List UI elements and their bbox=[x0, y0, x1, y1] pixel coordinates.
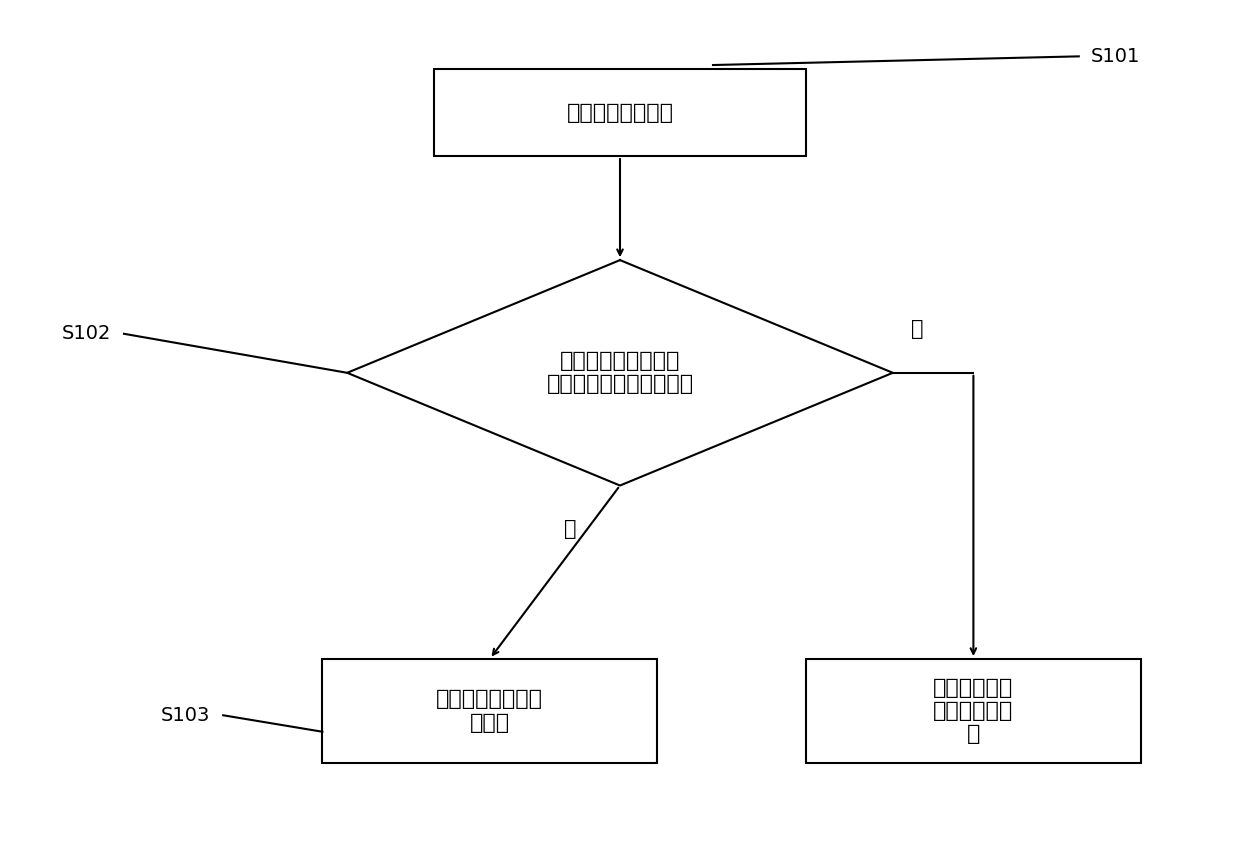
Text: 保持当前驱动
频率和谐振参
数: 保持当前驱动 频率和谐振参 数 bbox=[934, 678, 1013, 744]
FancyBboxPatch shape bbox=[322, 659, 657, 763]
Text: 调整驱动频率和谐
振参数: 调整驱动频率和谐 振参数 bbox=[436, 689, 543, 733]
Text: 获取当前负载功率: 获取当前负载功率 bbox=[567, 102, 673, 123]
Text: 是: 是 bbox=[911, 319, 924, 340]
Text: 否: 否 bbox=[564, 518, 577, 539]
Text: S103: S103 bbox=[161, 706, 211, 725]
Text: S102: S102 bbox=[62, 324, 112, 343]
Text: S101: S101 bbox=[1091, 47, 1141, 66]
FancyBboxPatch shape bbox=[434, 69, 806, 156]
Text: 比较当前负载功率与
预设的负载功率是否一致: 比较当前负载功率与 预设的负载功率是否一致 bbox=[547, 351, 693, 394]
FancyBboxPatch shape bbox=[806, 659, 1141, 763]
